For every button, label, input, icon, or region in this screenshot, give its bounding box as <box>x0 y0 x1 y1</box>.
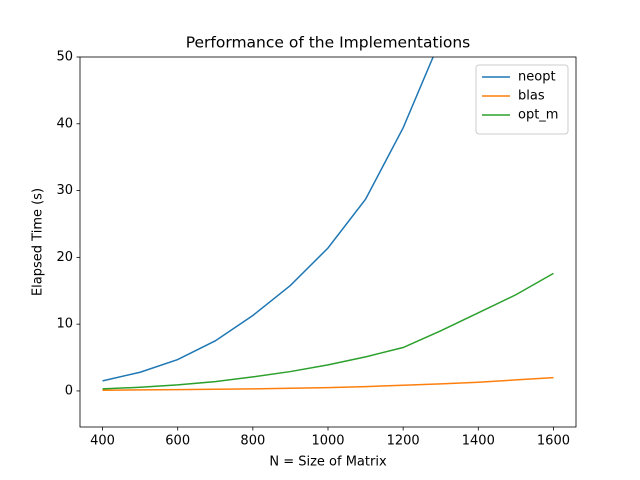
y-axis-label: Elapsed Time (s) <box>31 188 46 296</box>
y-tick-label: 20 <box>56 250 73 265</box>
y-tick-label: 10 <box>56 317 73 332</box>
x-tick-label: 1600 <box>537 434 570 449</box>
legend: neopt blas opt_m <box>475 64 569 135</box>
y-tick-label: 50 <box>56 50 73 65</box>
x-tick-label: 800 <box>240 434 265 449</box>
legend-label: blas <box>518 89 545 104</box>
plot-frame <box>79 56 577 428</box>
chart-title: Performance of the Implementations <box>186 34 471 52</box>
x-tick-label: 1400 <box>462 434 495 449</box>
y-tick-label: 0 <box>65 383 73 398</box>
plot-area <box>102 57 554 392</box>
legend-label: neopt <box>518 70 556 85</box>
legend-box <box>475 64 569 135</box>
x-tick-label: 1000 <box>311 434 344 449</box>
y-tick-label: 40 <box>56 116 73 131</box>
y-tick-label: 30 <box>56 183 73 198</box>
x-tick-label: 600 <box>165 434 190 449</box>
x-tick-label: 400 <box>90 434 115 449</box>
data-line <box>102 57 434 382</box>
x-tick-label: 1200 <box>387 434 420 449</box>
data-line <box>102 272 554 390</box>
x-axis-label: N = Size of Matrix <box>269 455 387 470</box>
data-line <box>102 376 554 392</box>
legend-label: opt_m <box>518 108 558 123</box>
